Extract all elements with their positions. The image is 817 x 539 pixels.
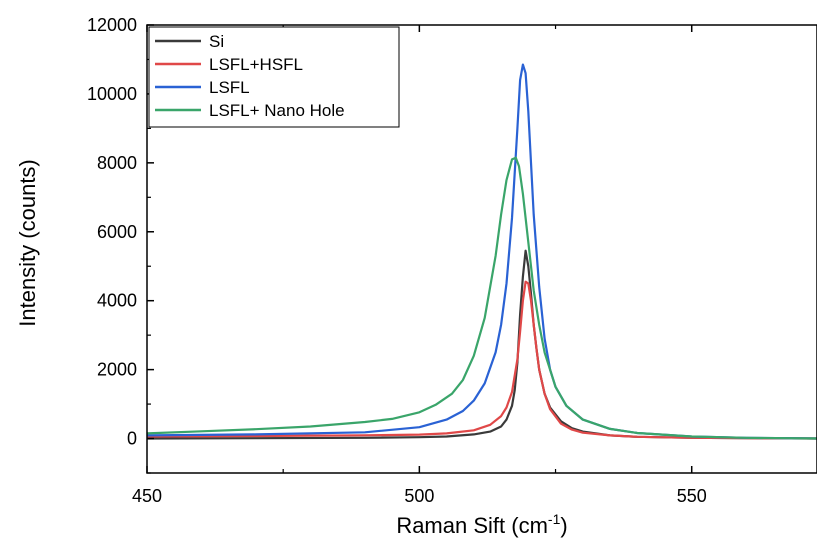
y-tick-label: 10000 <box>87 84 137 104</box>
y-tick-label: 6000 <box>97 222 137 242</box>
legend-label: LSFL+ Nano Hole <box>209 101 345 120</box>
series-line-si <box>146 249 817 440</box>
legend-label: Si <box>209 32 224 51</box>
x-tick-label: 550 <box>677 486 707 506</box>
legend-label: LSFL+HSFL <box>209 55 303 74</box>
legend-label: LSFL <box>209 78 250 97</box>
y-tick-label: 0 <box>127 429 137 449</box>
x-axis-ticks: 450 500 550 <box>132 25 707 506</box>
legend: Si LSFL+HSFL LSFL LSFL+ Nano Hole <box>148 26 400 128</box>
y-tick-label: 2000 <box>97 360 137 380</box>
plot-lines <box>146 63 817 440</box>
y-tick-label: 8000 <box>97 153 137 173</box>
x-axis-title-close: ) <box>560 513 567 538</box>
x-tick-label: 500 <box>404 486 434 506</box>
x-axis-title: Raman Sift (cm-1) <box>396 511 567 538</box>
y-axis-title: Intensity (counts) <box>15 159 40 327</box>
x-axis-title-superscript: -1 <box>548 511 561 527</box>
y-tick-label: 12000 <box>87 15 137 35</box>
y-axis-ticks: 0 2000 4000 6000 8000 10000 12000 <box>87 15 154 474</box>
series-line-lsfl-hsfl <box>146 280 817 440</box>
x-tick-label: 450 <box>132 486 162 506</box>
plot-frame <box>146 24 817 474</box>
series-line-lsfl-nano-hole <box>146 156 817 440</box>
x-axis-title-main: Raman Sift (cm <box>396 513 548 538</box>
y-tick-label: 4000 <box>97 291 137 311</box>
